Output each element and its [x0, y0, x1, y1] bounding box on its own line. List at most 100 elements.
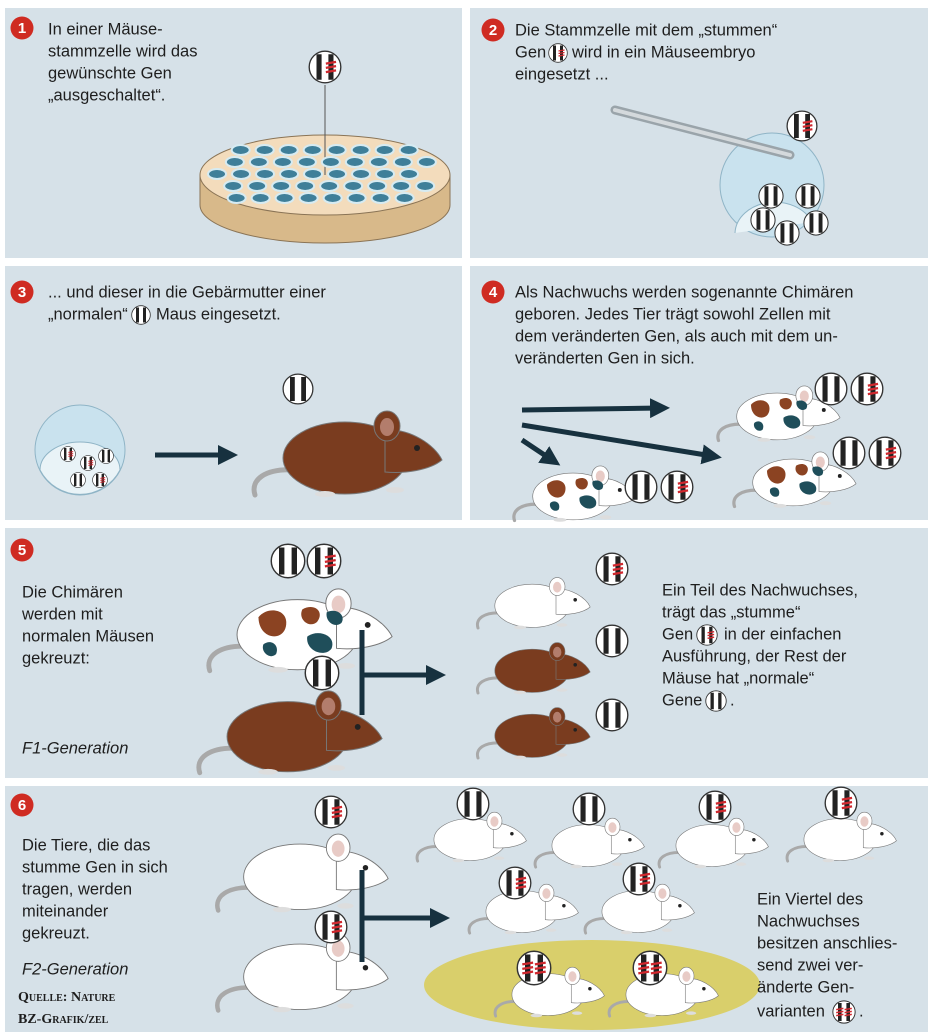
generation-label: F1-Generation — [22, 739, 128, 757]
text-line: stumme Gen in sich — [22, 858, 168, 876]
gene-icon — [93, 473, 108, 488]
stem-cell — [228, 193, 246, 203]
text-line: geboren. Jedes Tier trägt sowohl Zellen … — [515, 305, 831, 323]
stem-cell — [224, 181, 242, 191]
text-line: Die Stammzelle mit dem „stummen“ — [515, 21, 777, 39]
gene-icon — [596, 699, 628, 731]
panel-number: 6 — [18, 797, 26, 814]
text-line: Die Tiere, die das — [22, 836, 150, 854]
gene-icon — [549, 44, 568, 63]
stem-cell — [324, 193, 342, 203]
stem-cell — [304, 169, 322, 179]
gene-icon — [81, 456, 96, 471]
gene-icon — [706, 691, 726, 711]
gene-icon — [759, 184, 783, 208]
stem-cell — [296, 181, 314, 191]
gene-icon — [699, 791, 731, 823]
text-line: „normalen“ — [48, 305, 128, 323]
stem-cell — [394, 157, 412, 167]
text-line: miteinander — [22, 902, 109, 920]
gene-icon — [271, 544, 304, 577]
gene-icon — [457, 788, 489, 820]
text-line: Maus eingesetzt. — [156, 305, 281, 323]
stem-cell — [276, 193, 294, 203]
text-line: Ein Viertel des — [757, 890, 863, 908]
gene-icon — [132, 306, 151, 325]
stem-cell — [256, 145, 274, 155]
text-line: Gen — [515, 43, 546, 61]
gene-icon — [833, 1001, 855, 1023]
text-line: Gen — [662, 625, 693, 643]
stem-cell — [226, 157, 244, 167]
text-line: in der einfachen — [724, 625, 841, 643]
stem-cell — [252, 193, 270, 203]
stem-cell — [300, 193, 318, 203]
gene-icon — [815, 373, 847, 405]
text-line: veränderten Gen in sich. — [515, 349, 695, 367]
text-line: Als Nachwuchs werden sogenannte Chimären — [515, 283, 853, 301]
gene-icon — [623, 863, 655, 895]
stem-cell — [400, 145, 418, 155]
text-line: normalen Mäusen — [22, 627, 154, 645]
gene-icon — [71, 473, 86, 488]
stem-cell — [418, 157, 436, 167]
stem-cell — [352, 169, 370, 179]
panel-number: 4 — [489, 284, 498, 301]
text-line: . — [730, 691, 735, 709]
text-line: werden mit — [21, 605, 103, 623]
gene-icon — [661, 471, 693, 503]
gene-icon — [869, 437, 901, 469]
panel-number: 2 — [489, 22, 497, 39]
gene-icon — [633, 951, 666, 984]
text-line: send zwei ver- — [757, 956, 863, 974]
text-line: änderte Gen- — [757, 978, 854, 996]
gene-icon — [625, 471, 657, 503]
stem-cell — [376, 145, 394, 155]
text-line: dem veränderten Gen, als auch mit dem un… — [515, 327, 838, 345]
gene-icon — [596, 553, 628, 585]
stem-cell — [400, 169, 418, 179]
gene-icon — [697, 625, 717, 645]
stem-cell — [280, 169, 298, 179]
text-line: Ausführung, der Rest der — [662, 647, 847, 665]
gene-icon — [573, 793, 605, 825]
gene-icon — [596, 625, 628, 657]
stem-cell — [416, 181, 434, 191]
text-line: gekreuzt: — [22, 649, 90, 667]
stem-cell — [370, 157, 388, 167]
gene-icon — [309, 51, 341, 83]
text-line: Gene — [662, 691, 702, 709]
gene-icon — [315, 911, 347, 943]
gene-icon — [851, 373, 883, 405]
stem-cell — [372, 193, 390, 203]
stem-cell — [298, 157, 316, 167]
stem-cell — [320, 181, 338, 191]
stem-cell — [376, 169, 394, 179]
stem-cell — [322, 157, 340, 167]
credit: BZ-Grafik/zel — [18, 1012, 109, 1027]
gene-icon — [307, 544, 340, 577]
text-line: Mäuse hat „normale“ — [662, 669, 814, 687]
stem-cell — [392, 181, 410, 191]
generation-label: F2-Generation — [22, 960, 128, 978]
text-line: Nachwuchses — [757, 912, 860, 930]
gene-icon — [283, 374, 313, 404]
infographic: 1 2 3 4 5 6 In einer Mäuse- stammzelle w… — [0, 0, 933, 1035]
stem-cell — [304, 145, 322, 155]
text-line: wird in ein Mäuseembryo — [571, 43, 755, 61]
text-line: gewünschte Gen — [48, 64, 172, 82]
text-line: besitzen anschlies- — [757, 934, 897, 952]
gene-icon — [833, 437, 865, 469]
stem-cell — [250, 157, 268, 167]
gene-icon — [751, 208, 775, 232]
gene-icon — [305, 656, 338, 689]
gene-icon — [787, 111, 817, 141]
stem-cell — [232, 169, 250, 179]
gene-icon — [804, 211, 828, 235]
panel-number: 3 — [18, 284, 26, 301]
stem-cell — [248, 181, 266, 191]
gene-icon — [315, 796, 347, 828]
stem-cell — [328, 169, 346, 179]
gene-icon — [825, 787, 857, 819]
stem-cell — [348, 193, 366, 203]
